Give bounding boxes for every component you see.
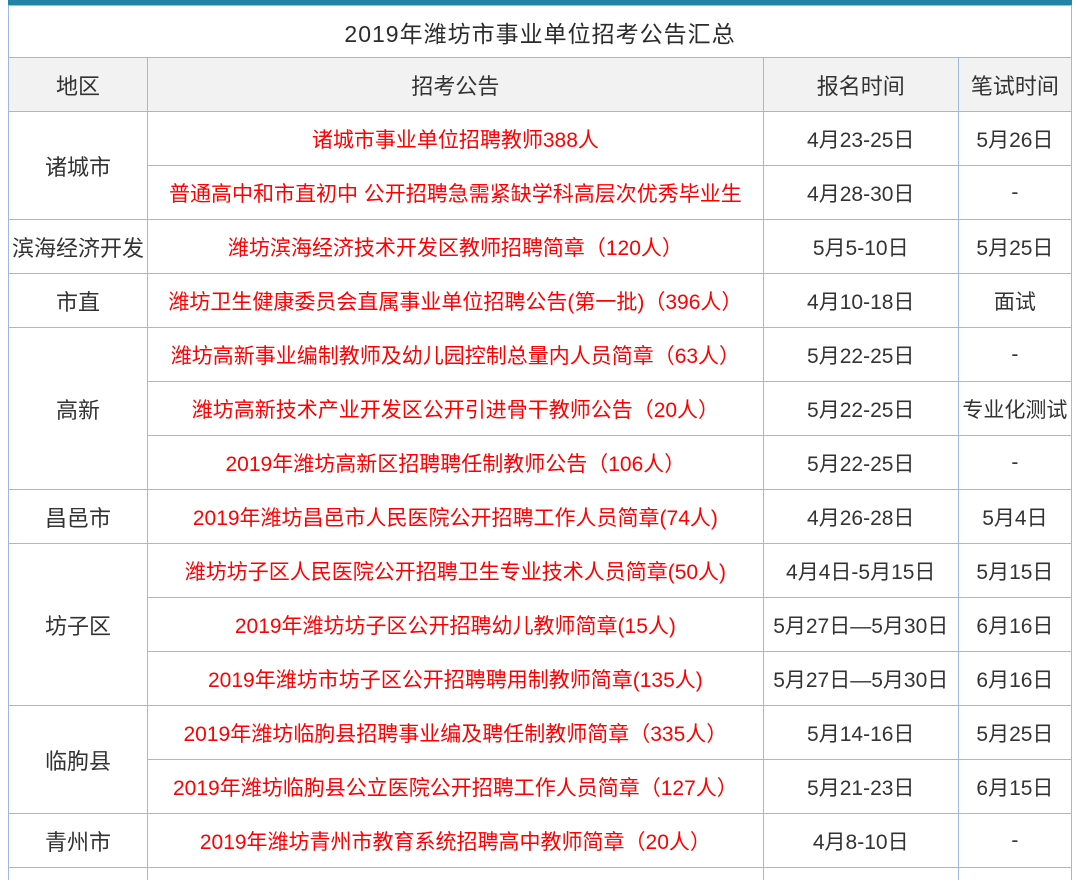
exam-date-cell: 面试 — [957, 273, 1073, 328]
table-row: 潍坊高新技术产业开发区公开引进骨干教师公告（20人） 5月22-25日 专业化测试 — [9, 381, 1073, 436]
column-header-signup-time: 报名时间 — [762, 57, 959, 112]
signup-date-cell: 4月23-25日 — [762, 111, 959, 166]
empty-cell — [762, 867, 959, 880]
empty-cell — [7, 867, 149, 880]
region-cell: 滨海经济开发 — [7, 219, 149, 274]
column-header-announcement: 招考公告 — [147, 57, 764, 112]
announcement-link[interactable]: 诸城市事业单位招聘教师388人 — [147, 111, 764, 166]
recruitment-table-container: 2019年潍坊市事业单位招考公告汇总 地区 招考公告 报名时间 笔试时间 诸城市… — [7, 0, 1073, 880]
announcement-link[interactable]: 2019年潍坊市坊子区公开招聘聘用制教师简章(135人) — [147, 651, 764, 706]
signup-date-cell: 5月27日—5月30日 — [762, 651, 959, 706]
region-cell: 昌邑市 — [7, 489, 149, 544]
region-cell: 坊子区 — [7, 543, 149, 706]
partially-visible-row — [7, 867, 1073, 880]
signup-date-cell: 5月14-16日 — [762, 705, 959, 760]
exam-date-cell: 5月4日 — [957, 489, 1073, 544]
exam-date-cell: - — [957, 813, 1073, 868]
signup-date-cell: 4月28-30日 — [762, 165, 959, 220]
announcement-link[interactable]: 潍坊滨海经济技术开发区教师招聘简章（120人） — [147, 219, 764, 274]
announcement-link[interactable]: 2019年潍坊临朐县公立医院公开招聘工作人员简章（127人） — [147, 759, 764, 814]
announcement-link[interactable]: 2019年潍坊昌邑市人民医院公开招聘工作人员简章(74人) — [147, 489, 764, 544]
exam-date-cell: - — [957, 327, 1073, 382]
announcement-link[interactable]: 普通高中和市直初中 公开招聘急需紧缺学科高层次优秀毕业生 — [147, 165, 764, 220]
signup-date-cell: 4月8-10日 — [762, 813, 959, 868]
announcement-link[interactable]: 2019年潍坊坊子区公开招聘幼儿教师简章(15人) — [147, 597, 764, 652]
region-cell: 市直 — [7, 273, 149, 328]
table-title-row: 2019年潍坊市事业单位招考公告汇总 — [8, 5, 1072, 58]
exam-date-cell: 6月15日 — [957, 759, 1073, 814]
signup-date-cell: 5月27日—5月30日 — [762, 597, 959, 652]
exam-date-cell: 5月25日 — [957, 219, 1073, 274]
table-row: 2019年潍坊坊子区公开招聘幼儿教师简章(15人) 5月27日—5月30日 6月16… — [9, 597, 1073, 652]
signup-date-cell: 5月22-25日 — [762, 327, 959, 382]
table-row: 青州市 2019年潍坊青州市教育系统招聘高中教师简章（20人） 4月8-10日 - — [7, 813, 1073, 868]
signup-date-cell: 4月26-28日 — [762, 489, 959, 544]
exam-date-cell: 5月26日 — [957, 111, 1073, 166]
empty-cell — [147, 867, 764, 880]
announcement-link[interactable]: 2019年潍坊高新区招聘聘任制教师公告（106人） — [147, 435, 764, 490]
table-row: 诸城市 诸城市事业单位招聘教师388人 4月23-25日 5月26日 — [7, 111, 1073, 220]
table-row: 2019年潍坊临朐县公立医院公开招聘工作人员简章（127人） 5月21-23日 6月… — [9, 759, 1073, 814]
announcement-link[interactable]: 潍坊卫生健康委员会直属事业单位招聘公告(第一批)（396人） — [147, 273, 764, 328]
region-cell: 诸城市 — [7, 111, 149, 220]
page-title: 2019年潍坊市事业单位招考公告汇总 — [8, 5, 1072, 58]
announcement-link[interactable]: 2019年潍坊临朐县招聘事业编及聘任制教师简章（335人） — [147, 705, 764, 760]
signup-date-cell: 5月5-10日 — [762, 219, 959, 274]
column-header-exam-time: 笔试时间 — [957, 57, 1073, 112]
exam-date-cell: 6月16日 — [957, 597, 1073, 652]
table-row: 临朐县 2019年潍坊临朐县招聘事业编及聘任制教师简章（335人） 5月14-16日… — [7, 705, 1073, 814]
empty-cell — [957, 867, 1073, 880]
table-row: 滨海经济开发 潍坊滨海经济技术开发区教师招聘简章（120人） 5月5-10日 5月25… — [7, 219, 1073, 274]
table-row: 高新 潍坊高新事业编制教师及幼儿园控制总量内人员简章（63人） 5月22-25日 - — [7, 327, 1073, 490]
table-header-row: 地区 招考公告 报名时间 笔试时间 — [7, 57, 1073, 112]
exam-date-cell: 专业化测试 — [957, 381, 1073, 436]
region-cell: 青州市 — [7, 813, 149, 868]
exam-date-cell: 5月25日 — [957, 705, 1073, 760]
signup-date-cell: 5月22-25日 — [762, 381, 959, 436]
signup-date-cell: 5月22-25日 — [762, 435, 959, 490]
exam-date-cell: 6月16日 — [957, 651, 1073, 706]
announcement-link[interactable]: 潍坊坊子区人民医院公开招聘卫生专业技术人员简章(50人) — [147, 543, 764, 598]
table-row: 坊子区 潍坊坊子区人民医院公开招聘卫生专业技术人员简章(50人) 4月4日-5月15… — [7, 543, 1073, 706]
table-row: 2019年潍坊高新区招聘聘任制教师公告（106人） 5月22-25日 - — [9, 435, 1073, 490]
region-cell: 高新 — [7, 327, 149, 490]
exam-date-cell: - — [957, 165, 1073, 220]
signup-date-cell: 4月4日-5月15日 — [762, 543, 959, 598]
exam-date-cell: 5月15日 — [957, 543, 1073, 598]
column-header-region: 地区 — [7, 57, 149, 112]
table-row: 2019年潍坊市坊子区公开招聘聘用制教师简章(135人) 5月27日—5月30日 6… — [9, 651, 1073, 706]
signup-date-cell: 5月21-23日 — [762, 759, 959, 814]
announcement-link[interactable]: 2019年潍坊青州市教育系统招聘高中教师简章（20人） — [147, 813, 764, 868]
announcement-link[interactable]: 潍坊高新技术产业开发区公开引进骨干教师公告（20人） — [147, 381, 764, 436]
recruitment-table: 2019年潍坊市事业单位招考公告汇总 地区 招考公告 报名时间 笔试时间 诸城市… — [7, 5, 1073, 880]
signup-date-cell: 4月10-18日 — [762, 273, 959, 328]
table-row: 普通高中和市直初中 公开招聘急需紧缺学科高层次优秀毕业生 4月28-30日 - — [9, 165, 1073, 220]
region-cell: 临朐县 — [7, 705, 149, 814]
table-row: 市直 潍坊卫生健康委员会直属事业单位招聘公告(第一批)（396人） 4月10-18日… — [7, 273, 1073, 328]
exam-date-cell: - — [957, 435, 1073, 490]
table-row: 昌邑市 2019年潍坊昌邑市人民医院公开招聘工作人员简章(74人) 4月26-28日… — [7, 489, 1073, 544]
announcement-link[interactable]: 潍坊高新事业编制教师及幼儿园控制总量内人员简章（63人） — [147, 327, 764, 382]
